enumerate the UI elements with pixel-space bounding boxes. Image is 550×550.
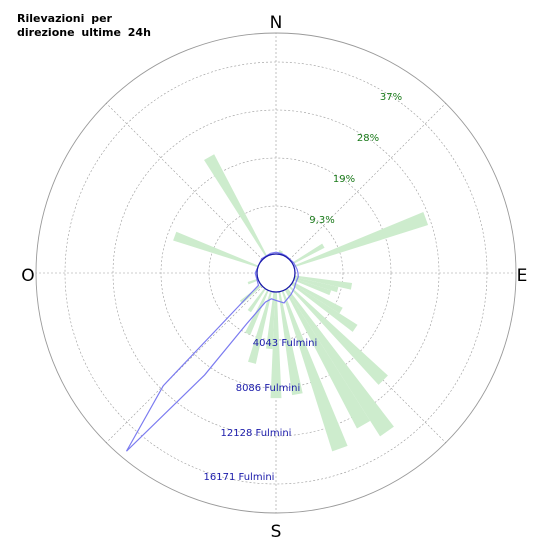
ring-labels: 9,3% 19% 28% 37% 4043 Fulmini 8086 Fulmini 121… — [204, 92, 403, 483]
petal-bar — [293, 211, 429, 268]
petal-bar — [286, 288, 394, 437]
count-ring-label: 12128 Fulmini — [221, 428, 292, 439]
petal-bar — [248, 291, 272, 364]
count-ring-label: 8086 Fulmini — [236, 383, 301, 394]
petal-bar — [281, 290, 348, 452]
petal-bar — [294, 277, 339, 293]
grid-spoke — [106, 103, 263, 260]
grid-spoke — [106, 286, 263, 443]
percent-ring-label: 37% — [380, 92, 402, 103]
petal-bar — [288, 285, 388, 385]
petal-bar — [247, 278, 259, 285]
count-ring-label: 4043 Fulmini — [253, 338, 318, 349]
petal-bar — [294, 275, 353, 290]
petal-bar — [173, 231, 259, 268]
petal-bar — [278, 291, 303, 396]
percent-petals — [173, 154, 429, 452]
petal-bar — [270, 291, 282, 399]
cardinal-south: S — [271, 522, 282, 542]
grid-spoke — [289, 103, 446, 260]
percent-ring-label: 28% — [357, 133, 379, 144]
petal-bar — [204, 154, 268, 257]
chart-title: Rilevazioni per direzione ultime 24h — [17, 12, 151, 39]
count-ring-label: 16171 Fulmini — [204, 472, 275, 483]
center-circle — [256, 253, 296, 293]
percent-ring-label: 9,3% — [309, 215, 334, 226]
petal-bar — [266, 291, 276, 350]
petal-bar — [293, 278, 332, 296]
petal-bar — [284, 289, 371, 429]
percent-ring-label: 19% — [333, 174, 355, 185]
count-series-line — [126, 251, 299, 452]
cardinal-north: N — [270, 13, 283, 33]
petal-bar — [292, 243, 325, 265]
petal-bar — [292, 281, 343, 314]
cardinal-west: O — [21, 266, 34, 286]
petal-bar — [247, 288, 266, 313]
petal-bar — [291, 283, 358, 332]
cardinal-east: E — [517, 266, 528, 286]
